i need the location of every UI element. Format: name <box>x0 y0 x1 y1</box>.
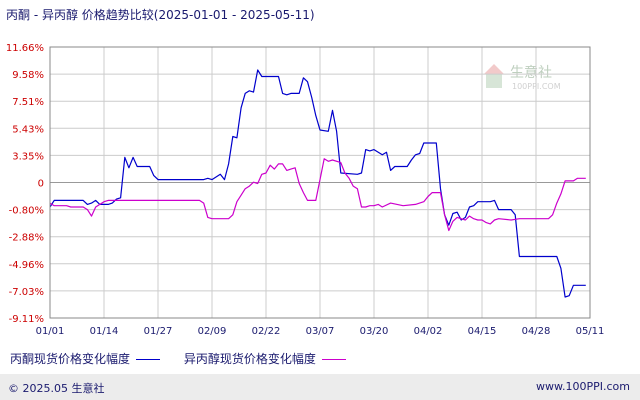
legend-label-series2: 异丙醇现货价格变化幅度 <box>183 352 316 366</box>
legend-swatch-series1 <box>136 359 161 360</box>
chart-title: 丙酮 - 异丙醇 价格趋势比较(2025-01-01 - 2025-05-11) <box>6 8 315 22</box>
y-tick-label: -0.80% <box>9 206 44 217</box>
legend-label-series1: 丙酮现货价格变化幅度 <box>10 352 131 366</box>
series-line-2 <box>49 158 586 232</box>
y-tick-label: 5.43% <box>12 124 44 135</box>
y-tick-label: 11.66% <box>6 43 44 54</box>
x-tick-label: 01/27 <box>144 326 173 337</box>
y-axis-ticks: 11.66% 9.58% 7.51% 5.43% 3.35% 0 -0.80% -2.88% -… <box>6 43 44 325</box>
watermark-house-body <box>486 74 502 88</box>
x-tick-label: 02/22 <box>252 326 281 337</box>
x-tick-label: 04/28 <box>522 326 551 337</box>
footer-copyright: © 2025.05 生意社 <box>8 382 105 395</box>
watermark-brand: 生意社 <box>510 64 552 81</box>
x-tick-label: 02/09 <box>198 326 227 337</box>
y-tick-label: -9.11% <box>9 314 44 325</box>
footer-site-link[interactable]: www.100PPI.com <box>536 380 630 393</box>
x-tick-label: 05/11 <box>576 326 605 337</box>
footer: © 2025.05 生意社 www.100PPI.com <box>0 374 640 400</box>
x-tick-label: 04/02 <box>414 326 443 337</box>
y-tick-label: -4.96% <box>9 260 44 271</box>
y-tick-label: 9.58% <box>12 70 44 81</box>
line-chart: 生意社 100PPI.COM 11.66% 9.58% 7.51% 5.43% 3.35… <box>6 43 605 337</box>
y-tick-label: 7.51% <box>12 97 44 108</box>
series-line-1 <box>49 69 586 298</box>
x-tick-label: 03/20 <box>360 326 389 337</box>
watermark-house-icon <box>484 64 504 74</box>
legend-item-series1: 丙酮现货价格变化幅度 <box>10 350 161 367</box>
x-tick-label: 01/01 <box>36 326 65 337</box>
legend-swatch-series2 <box>321 359 346 360</box>
legend-item-series2: 异丙醇现货价格变化幅度 <box>184 350 346 367</box>
legend: 丙酮现货价格变化幅度 异丙醇现货价格变化幅度 <box>10 350 366 367</box>
x-tick-label: 03/07 <box>306 326 335 337</box>
series <box>49 69 586 298</box>
x-axis-ticks: 01/01 01/14 01/27 02/09 02/22 03/07 03/20 04/02… <box>36 326 605 337</box>
y-tick-label: 0 <box>38 179 44 190</box>
plot-frame <box>49 46 591 319</box>
y-tick-label: -7.03% <box>9 287 44 298</box>
x-tick-label: 04/15 <box>468 326 497 337</box>
y-tick-label: 3.35% <box>12 151 44 162</box>
watermark-logo: 生意社 100PPI.COM <box>484 64 561 91</box>
x-tick-label: 01/14 <box>90 326 119 337</box>
y-tick-label: -2.88% <box>9 233 44 244</box>
